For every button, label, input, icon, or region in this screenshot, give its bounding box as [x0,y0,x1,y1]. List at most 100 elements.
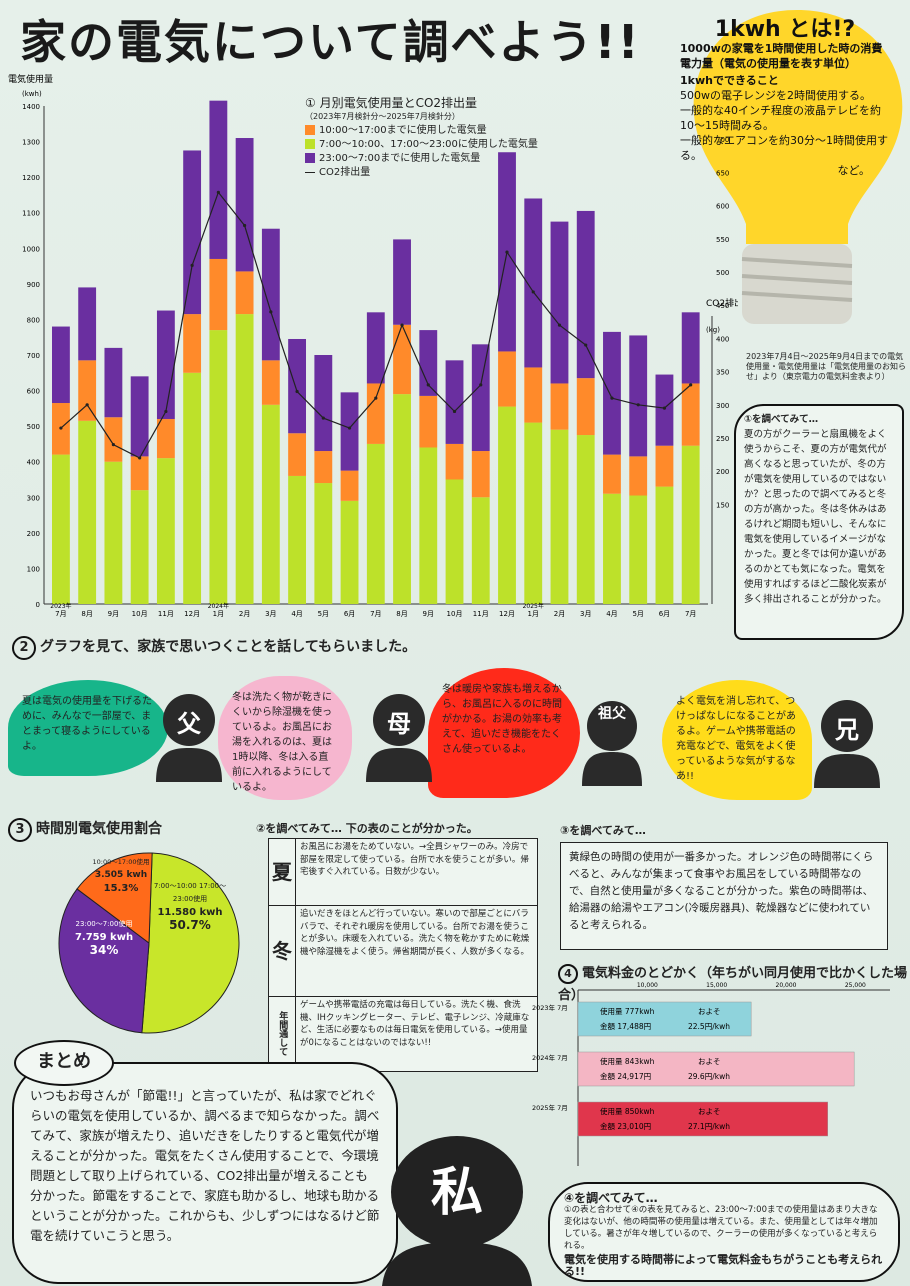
chart-legend: ① 月別電気使用量とCO2排出量 （2023年7月検針分〜2025年7月検針分）… [305,96,538,180]
bar-segment [340,470,359,501]
bar-segment [471,451,490,498]
x-tick-label: 7月 [370,610,381,618]
cost-bar [577,1101,828,1137]
y-tick-label: 100 [27,565,40,573]
y2-tick-label: 150 [716,501,729,509]
x-tick-label: 4月 [291,610,302,618]
bar-segment [629,335,648,457]
bar-segment [209,100,228,259]
cost-row: 2023年 7月 使用量 777kwh 金額 17,488円 およそ 22.5円/kwh [532,1001,752,1037]
pie-slice-kwh: 3.505 kwh [94,870,148,880]
pie-slice-pct: 50.7% [169,918,211,932]
co2-point [689,383,693,387]
pie-slice-label: 7:00〜10:00 17:00〜23:00使用 [153,882,227,903]
grandfather-silhouette [582,701,642,786]
y-tick-label: 1400 [22,103,40,111]
pie-slice-kwh: 7.759 kwh [74,932,134,943]
bar-segment [183,372,202,604]
bar-segment [261,360,280,405]
cost-amount: 金額 24,917円 [600,1071,651,1081]
legend-label: 23:00〜7:00までに使用した電気量 [319,153,481,164]
bar-segment [445,443,464,480]
legend-label: CO2排出量 [319,167,371,178]
bulb-item: など。 [837,164,870,177]
cost-usage: 使用量 777kwh [600,1006,655,1016]
year-mark: 2023年 [50,602,71,610]
season-label: 夏 [269,839,296,905]
bar-segment [209,258,228,331]
pie-slice-kwh: 11.580 kwh [157,907,223,918]
bar-segment [288,475,307,604]
cost-row: 2024年 7月 使用量 843kwh 金額 24,917円 およそ 29.6円/kwh [532,1051,855,1087]
legend-item: 23:00〜7:00までに使用した電気量 [305,152,538,166]
co2-point [295,389,299,394]
bar-segment [314,355,333,452]
y-tick-label: 1000 [22,245,40,253]
chart-subtitle: （2023年7月検針分〜2025年7月検針分） [305,112,460,121]
table-row: 年間通して ゲームや携帯電話の充電は毎日している。洗たく機、食洗機、IHクッキン… [269,997,537,1069]
bulb-text: 1kwh とは!? 1000wの家電を1時間使用した時の消費電力量（電気の使用量… [680,19,890,178]
x-tick-label: 11月 [158,610,174,618]
legend-label: 7:00〜10:00、17:00〜23:00に使用した電気量 [319,139,538,150]
me-label: 私 [430,1163,483,1223]
brother-silhouette [814,700,880,788]
y-tick-label: 1300 [22,139,40,147]
summary-heading: まとめ [14,1040,114,1086]
bar-segment [603,331,621,455]
cost-rate: 29.6円/kwh [688,1072,730,1081]
bar-segment [655,374,674,446]
season-text: 追いだきをほとんど行っていない。寒いので部屋ごとにバラバラで、それぞれ暖房を使用… [300,909,530,957]
pie-slice-label: 23:00〜7:00使用 [75,920,133,928]
pie-slice [58,888,150,1034]
y2-tick-label: 600 [716,203,729,211]
bar-segment [235,271,254,315]
y-tick-label: 800 [27,316,40,324]
bulb-line1: 1000wの家電を1時間使用した時の消費電力量（電気の使用量を表す単位） [680,42,883,70]
season-text: ゲームや携帯電話の充電は毎日している。洗たく機、食洗機、IHクッキングヒーター、… [300,1000,530,1048]
legend-item: CO2排出量 [305,166,538,180]
brother-text: よく電気を消し忘れて、つけっぱなしになることがあるよ。ゲームや携帯電話の充電など… [676,696,796,782]
grandfather-text: 冬は暖房や家族も増えるから、お風呂に入るのに時間がかかる。お湯の効率も考えて、追… [442,684,562,755]
analysis-box-4: ④を調べてみて… ①の表と合わせて④の表を見てみると、23:00〜7:00までの… [548,1182,900,1282]
cost-usage: 使用量 850kwh [600,1106,655,1116]
bar-segment [681,383,700,446]
mother-label: 母 [387,710,411,738]
bar-segment [393,394,411,604]
co2-point [190,263,194,267]
bar-segment [419,330,438,396]
bar-segment [393,324,411,395]
y2-tick-label: 700 [716,136,729,144]
cost-rate: 27.1円/kwh [688,1122,730,1131]
cost-comparison-chart: 10,000 15,000 20,000 25,000 2023年 7月 使用量 777k… [532,982,890,1166]
bar-segment [550,383,569,430]
father-speech-bubble: 夏は電気の使用量を下げるために、みんなで一部屋で、まとまって寝るようにしているよ… [8,680,168,776]
summary-box: いつもお母さんが「節電!!」と言っていたが、私は家でどれぐらいの電気を使用してい… [12,1062,398,1284]
pie-slice-pct: 34% [89,943,119,957]
co2-point [531,290,535,294]
bar-segment [314,451,333,484]
co2-point [321,416,325,420]
bar-segment [104,417,123,462]
co2-point [164,409,168,414]
cost-usage: 使用量 843kwh [600,1056,655,1066]
legend-item: 7:00〜10:00、17:00〜23:00に使用した電気量 [305,138,538,152]
bar-segment [288,338,307,434]
y-tick-label: 400 [27,459,40,467]
season-comparison-table: 夏 お風呂にお湯をためていない。→全員シャワーのみ。冷房で部屋を限定して使ってい… [268,838,538,1072]
y2-tick-label: 250 [716,435,729,443]
cost-rate-label: およそ [698,1057,721,1066]
cost-rate-label: およそ [698,1007,721,1016]
light-bulb-icon [693,10,903,324]
bar-segment [576,435,595,604]
y-tick-label: 0 [36,601,40,609]
bar-segment [576,378,595,436]
bar-segment [393,239,411,325]
cost-bar [577,1051,855,1087]
bulb-item: 500wの電子レンジを2時間使用する。 [680,89,871,102]
x-tick-label: 7月 [685,610,696,618]
bar-segment [52,326,70,404]
section-number: 2 [12,636,36,660]
bar-segment [524,198,543,368]
x-tick-label: 1月 [213,610,224,618]
bar-segment [629,495,648,604]
